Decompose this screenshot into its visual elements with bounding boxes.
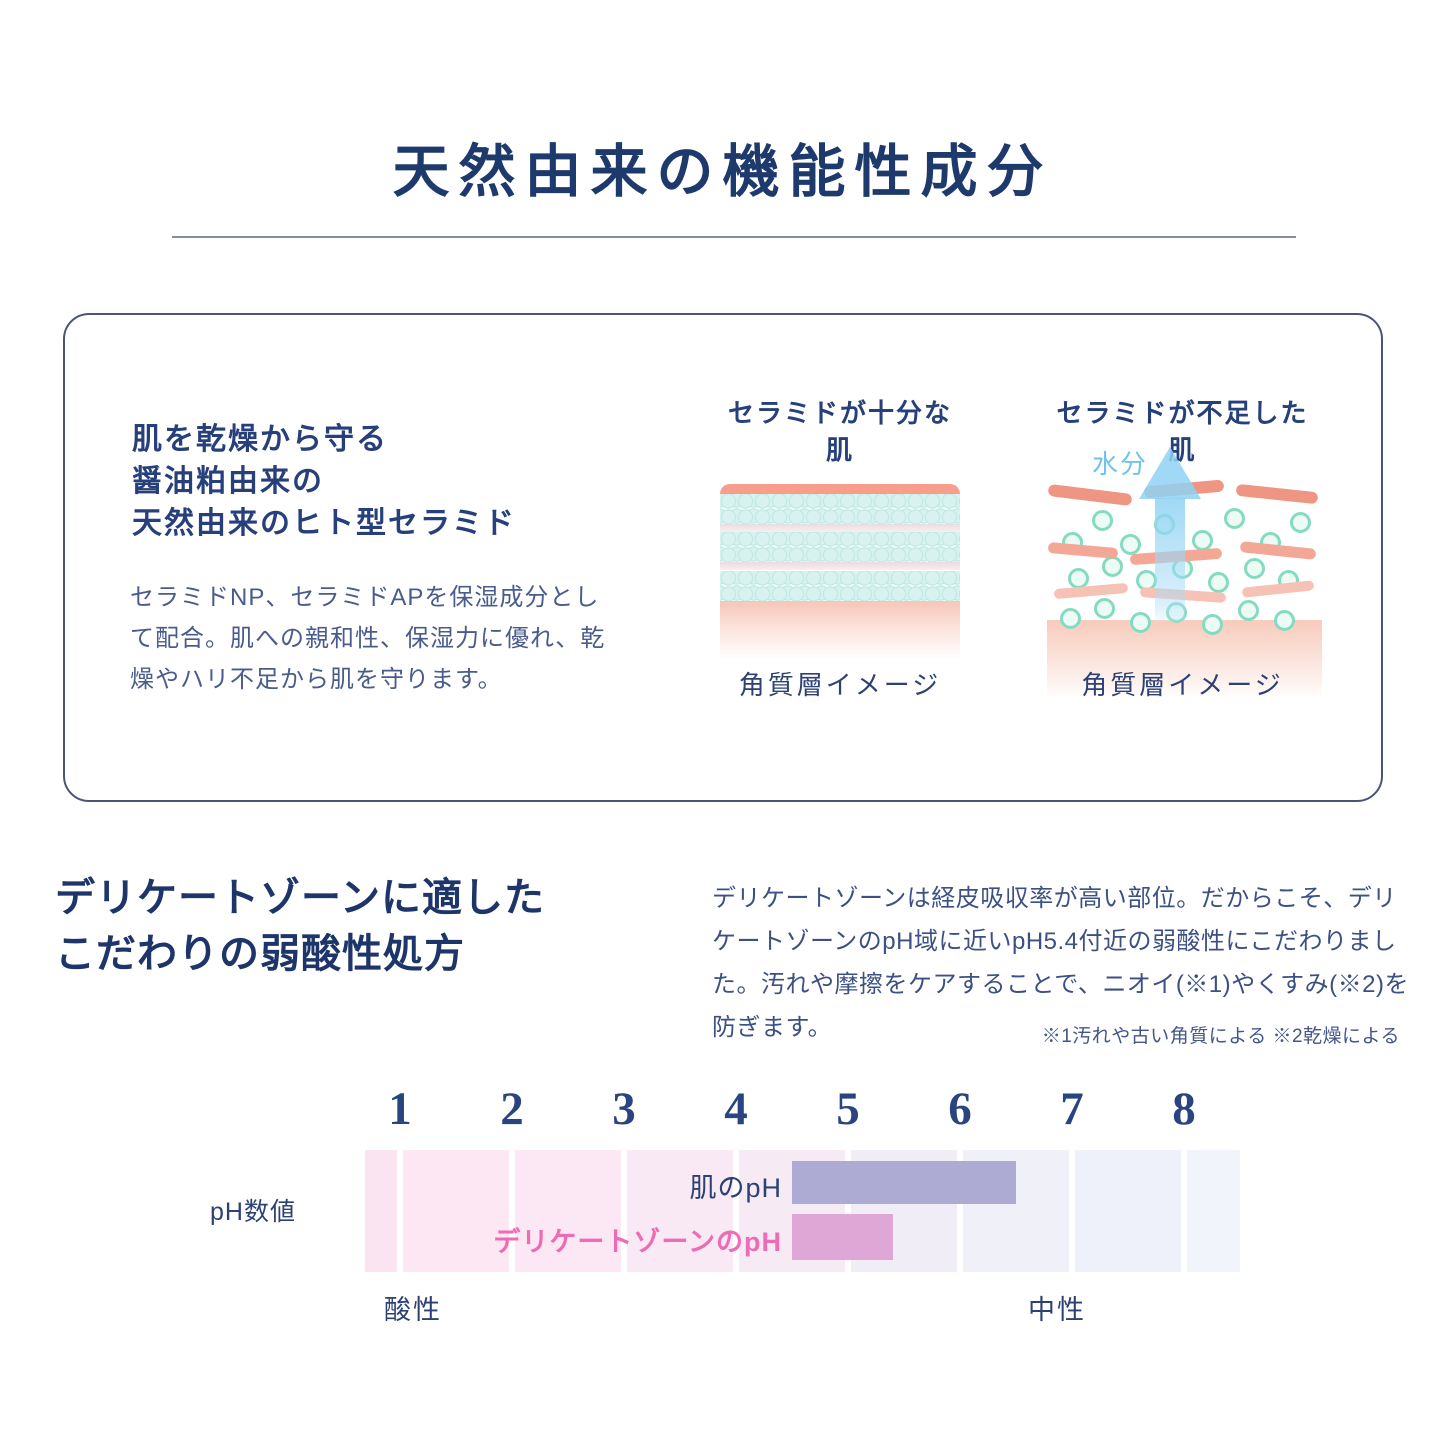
ph-tick: 1	[388, 1083, 412, 1135]
text-line: デリケートゾーンに適した	[55, 875, 545, 920]
text-line: 天然由来のヒト型セラミド	[132, 507, 516, 540]
moisture-escape-arrow-shaft	[1155, 498, 1185, 622]
moisture-escape-arrow-icon	[1139, 447, 1201, 499]
broken-ceramide-layer-dash	[1047, 541, 1119, 560]
ph-tick: 5	[836, 1083, 860, 1135]
moisture-label: 水分	[1092, 449, 1149, 479]
layer-gap	[720, 524, 960, 532]
text-line: 醤油粕由来の	[132, 465, 324, 498]
text-line: デリケートゾーンは経皮吸収率が高い部位。だからこそ、デリ	[712, 885, 1397, 912]
ceramide-description: セラミドNP、セラミドAPを保湿成分とし て配合。肌への親和性、保湿力に優れ、乾燥…	[130, 577, 605, 700]
delicate-zone-ph-bar	[792, 1214, 893, 1260]
delicate-zone-ph-label: デリケートゾーンのpH	[493, 1227, 782, 1257]
ceramide-moisture-dot	[1094, 598, 1115, 619]
broken-ceramide-layer-dash	[1235, 483, 1319, 505]
ceramide-moisture-dot	[1130, 612, 1151, 633]
ph-tick: 7	[1060, 1083, 1084, 1135]
stratum-corneum-sufficient-illustration	[720, 484, 960, 660]
title-divider	[172, 236, 1296, 238]
ceramide-moisture-dot	[1102, 556, 1123, 577]
ph-section-description: デリケートゾーンは経皮吸収率が高い部位。だからこそ、デリ ケートゾーンのpH域に近…	[712, 877, 1409, 1049]
ceramide-moisture-dot	[1274, 610, 1295, 631]
text-line: 肌を乾燥から守る	[132, 423, 388, 456]
text-line: 燥やハリ不足から肌を守ります。	[130, 666, 503, 693]
acidic-label: 酸性	[384, 1295, 442, 1325]
ceramide-moisture-dot	[1224, 508, 1245, 529]
ph-tick: 4	[724, 1083, 748, 1135]
text-line: ケートゾーンのpH域に近いpH5.4付近の弱酸性にこだわりまし	[712, 928, 1397, 955]
ph-scale-segment	[515, 1150, 621, 1272]
neutral-label: 中性	[1028, 1295, 1086, 1325]
ceramide-bubble-layer	[720, 532, 960, 562]
ceramide-moisture-dot	[1060, 608, 1081, 629]
ph-scale-segment	[365, 1150, 397, 1272]
ph-axis-label: pH数値	[210, 1198, 296, 1226]
figure-deficient-caption: 角質層イメージ	[1081, 670, 1284, 700]
layer-gap	[720, 562, 960, 570]
ph-tick: 2	[500, 1083, 524, 1135]
skin-surface-layer	[720, 484, 960, 494]
skin-ph-bar	[792, 1161, 1016, 1204]
ceramide-card: 肌を乾燥から守る 醤油粕由来の天然由来のヒト型セラミド セラミドNP、セラミドAP…	[63, 313, 1383, 802]
ph-tick: 6	[948, 1083, 972, 1135]
text-line: 防ぎます。	[712, 1014, 833, 1041]
ph-tick: 8	[1172, 1083, 1196, 1135]
ph-section-footnote: ※1汚れや古い角質による ※2乾燥による	[1041, 1026, 1400, 1047]
page-title: 天然由来の機能性成分	[392, 140, 1053, 204]
ph-section-heading: デリケートゾーンに適した こだわりの弱酸性処方	[55, 870, 545, 982]
ph-scale-segment	[1187, 1150, 1240, 1272]
ceramide-moisture-dot	[1290, 512, 1311, 533]
ceramide-bubble-layer	[720, 494, 960, 524]
broken-ceramide-layer-dash	[1047, 483, 1133, 507]
ceramide-moisture-dot	[1244, 558, 1265, 579]
stratum-corneum-deficient-illustration: 水分	[1047, 440, 1322, 702]
ph-scale-segment	[403, 1150, 509, 1272]
broken-ceramide-layer-dash	[1053, 582, 1129, 600]
skin-base-gradient	[1047, 620, 1322, 698]
text-line: セラミドNP、セラミドAPを保湿成分とし	[130, 584, 600, 611]
broken-ceramide-layer-dash	[1241, 580, 1315, 598]
skin-ph-label: 肌のpH	[689, 1173, 782, 1203]
ceramide-bubble-layer	[720, 571, 960, 601]
figure-sufficient-caption: 角質層イメージ	[738, 670, 942, 700]
ceramide-moisture-dot	[1092, 510, 1113, 531]
ceramide-moisture-dot	[1238, 600, 1259, 621]
figure-sufficient-title: セラミドが十分な肌	[727, 398, 952, 465]
ph-tick: 3	[612, 1083, 636, 1135]
text-line: こだわりの弱酸性処方	[55, 931, 465, 976]
ceramide-moisture-dot	[1120, 534, 1141, 555]
text-line: た。汚れや摩擦をケアすることで、ニオイ(※1)やくすみ(※2)を	[712, 971, 1409, 998]
ceramide-headline: 肌を乾燥から守る 醤油粕由来の天然由来のヒト型セラミド	[132, 419, 516, 545]
ph-scale-segment	[1075, 1150, 1181, 1272]
text-line: て配合。肌への親和性、保湿力に優れ、乾	[130, 625, 606, 652]
ceramide-moisture-dot	[1202, 614, 1223, 635]
ph-scale-segment	[627, 1150, 733, 1272]
ceramide-moisture-dot	[1208, 572, 1229, 593]
skin-base-gradient	[720, 601, 960, 660]
